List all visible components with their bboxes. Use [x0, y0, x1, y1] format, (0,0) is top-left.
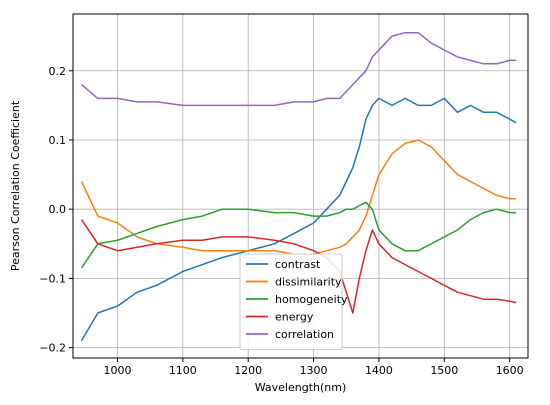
series-line-homogeneity [80, 201, 517, 269]
x-axis-title: Wavelength(nm) [255, 381, 347, 394]
y-axis-ticks: −0.2 −0.1 0.0 0.1 0.2 [39, 65, 73, 355]
series-line-dissimilarity [80, 139, 517, 255]
legend-label: dissimilarity [275, 276, 342, 289]
y-axis-title: Pearson Correlation Coefficient [9, 100, 22, 271]
series-lines [80, 31, 517, 342]
legend-label: correlation [275, 328, 334, 341]
x-tick-label: 1200 [234, 364, 262, 377]
y-tick-label: 0.0 [49, 203, 67, 216]
legend-box [239, 253, 343, 350]
legend-label: contrast [275, 258, 321, 271]
x-tick-label: 1600 [496, 364, 524, 377]
x-tick-label: 1100 [169, 364, 197, 377]
legend-label: homogeneity [275, 293, 348, 306]
legend: contrast dissimilarity homogeneity energy co… [239, 253, 348, 350]
x-tick-label: 1400 [365, 364, 393, 377]
x-tick-label: 1300 [300, 364, 328, 377]
x-axis-ticks: 1000 1100 1200 1300 1400 1500 1600 [103, 358, 524, 377]
x-tick-label: 1500 [430, 364, 458, 377]
y-tick-label: 0.2 [49, 65, 67, 78]
x-tick-label: 1000 [103, 364, 131, 377]
y-tick-label: 0.1 [49, 134, 67, 147]
legend-label: energy [275, 311, 314, 324]
series-line-contrast [80, 97, 517, 342]
y-tick-label: −0.1 [39, 272, 66, 285]
series-line-correlation [81, 31, 517, 107]
series-line-energy [80, 219, 517, 314]
y-tick-label: −0.2 [39, 342, 66, 355]
plot-frame [72, 13, 529, 359]
